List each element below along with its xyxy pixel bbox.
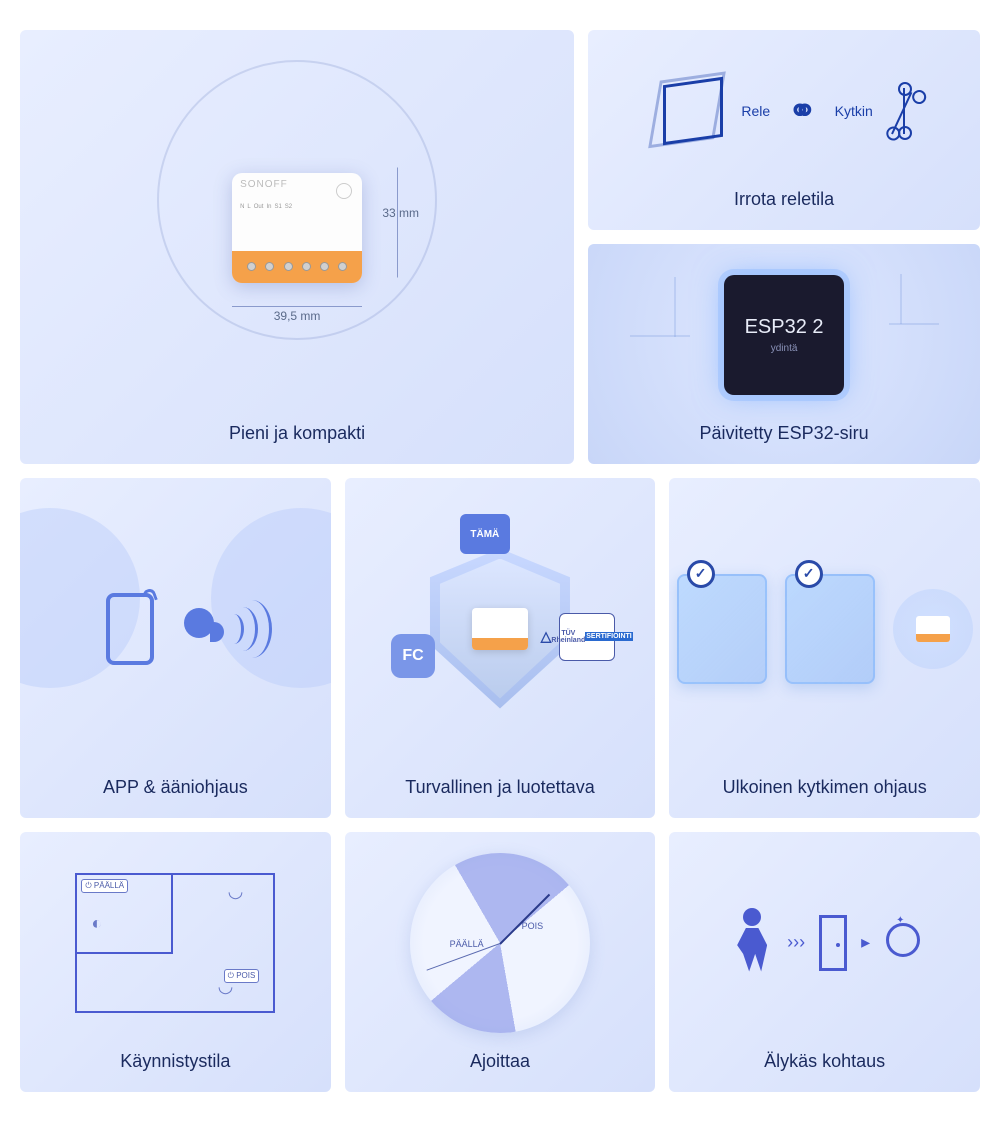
esp32-visual: ESP32 2 ydintä [600,262,968,407]
switch-box-2-icon [785,574,875,684]
dim-width-label: 39,5 mm [274,309,321,323]
smart-scene-visual: ››› ▸ ✦ [681,850,968,1035]
clock-label-on: PÄÄLLÄ [450,939,484,949]
relay-label-left: Rele [741,103,770,119]
card-ext-switch-title: Ulkoinen kytkimen ohjaus [723,777,927,798]
clock-icon: PÄÄLLÄ POIS [410,853,590,1033]
shield-device-icon [472,608,528,650]
relay-label-right: Kytkin [835,103,873,119]
esp32-chip-icon: ESP32 2 ydintä [724,275,844,395]
floorplan-icon: ◐ ◡ ◡ ⏻ PÄÄLLÄ ⏻ POIS [75,873,275,1013]
card-schedule: PÄÄLLÄ POIS Ajoittaa [345,832,656,1092]
device-button-icon [336,183,352,199]
tag-on-1: ⏻ PÄÄLLÄ [81,879,128,893]
card-esp32-title: Päivitetty ESP32-siru [700,423,869,444]
device-circle-icon [893,589,973,669]
power-on-visual: ◐ ◡ ◡ ⏻ PÄÄLLÄ ⏻ POIS [32,850,319,1035]
app-voice-visual [32,496,319,761]
relay-icon [663,76,723,144]
card-detach-relay: Rele ⚭ Kytkin Irrota reletila [588,30,980,230]
relay-visual: Rele ⚭ Kytkin [600,48,968,173]
dim-line-width [232,306,362,307]
card-safety: TÄMÄ FC △ TÜV Rheinland SERTIFIOINTI Tur… [345,478,656,818]
ext-switch-visual [681,496,968,761]
card-smart-scene-title: Älykäs kohtaus [764,1051,885,1072]
switch-icon [891,88,905,134]
card-schedule-title: Ajoittaa [470,1051,530,1072]
badge-fcc: FC [391,634,435,678]
arrow-icon-2: ▸ [861,932,870,953]
detach-link-icon: ⚭ [788,91,817,131]
sonoff-device: SONOFF NLOutInS1S2 [232,173,362,283]
terminal-labels: NLOutInS1S2 [240,204,354,210]
lamp-icon: ◐ [91,913,102,934]
ceiling-lamp-icon: ◡ [228,881,244,902]
card-compact-title: Pieni ja kompakti [229,423,365,444]
phone-icon [106,593,154,665]
terminal-strip [232,251,362,283]
clock-label-off: POIS [522,921,544,931]
badge-tama: TÄMÄ [460,514,510,554]
card-relay-title: Irrota reletila [734,189,834,210]
voice-icon [174,594,244,664]
badge-tuv: △ TÜV Rheinland SERTIFIOINTI [559,613,615,661]
chip-sub-text: ydintä [771,343,798,354]
compact-visual: SONOFF NLOutInS1S2 39,5 mm 33 mm [32,48,562,407]
arrow-icon: ››› [787,932,805,953]
card-ext-switch: Ulkoinen kytkimen ohjaus [669,478,980,818]
feature-grid: SONOFF NLOutInS1S2 39,5 mm 33 mm Pieni j… [20,30,980,1092]
card-app-voice: APP & ääniohjaus [20,478,331,818]
card-compact: SONOFF NLOutInS1S2 39,5 mm 33 mm Pieni j… [20,30,574,464]
person-icon [733,908,773,978]
dim-height-label: 33 mm [382,206,419,220]
schedule-visual: PÄÄLLÄ POIS [357,850,644,1035]
switch-box-1-icon [677,574,767,684]
card-power-on-state: ◐ ◡ ◡ ⏻ PÄÄLLÄ ⏻ POIS Käynnistystila [20,832,331,1092]
bulb-icon: ✦ [884,923,916,963]
card-safety-title: Turvallinen ja luotettava [405,777,594,798]
safety-visual: TÄMÄ FC △ TÜV Rheinland SERTIFIOINTI [357,496,644,761]
tag-off-1: ⏻ POIS [224,969,260,983]
tuv-line1: TÜV Rheinland [551,630,585,644]
chip-main-text: ESP32 2 [745,316,824,339]
card-power-on-title: Käynnistystila [120,1051,230,1072]
door-icon [819,915,847,971]
card-esp32: ESP32 2 ydintä Päivitetty ESP32-siru [588,244,980,464]
tuv-line2: SERTIFIOINTI [585,632,633,641]
card-smart-scene: ››› ▸ ✦ Älykäs kohtaus [669,832,980,1092]
dim-line-height [397,167,398,277]
